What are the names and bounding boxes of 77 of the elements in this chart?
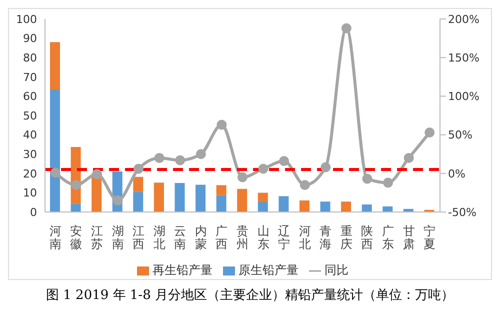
y-tick-label: 30 (23, 148, 37, 162)
bar (216, 185, 226, 196)
y-tick-label: 60 (23, 90, 37, 104)
y2-tick-label: 200% (448, 12, 480, 26)
point (258, 164, 268, 174)
point (50, 168, 60, 178)
point (320, 162, 331, 172)
y2-tick-label: -50% (448, 206, 476, 219)
x-tick-label: 广东 (382, 224, 394, 251)
x-tick-label: 江西 (132, 224, 145, 251)
x-tick-label: 内蒙 (194, 224, 207, 251)
bar (216, 195, 226, 212)
bar (258, 202, 268, 212)
x-tick-label: 河北 (298, 224, 311, 251)
text: 图 1 2019 年 1-8 月分地区（主要企业）精铅产量统计（单位：万吨） (45, 287, 455, 304)
legend-label: 再生铅产量 (152, 263, 212, 277)
y2-tick-label: 50% (448, 128, 472, 142)
point (279, 156, 290, 166)
bar (70, 204, 81, 212)
bar (133, 176, 144, 192)
bar (320, 202, 330, 212)
x-tick-label: 云南 (174, 224, 186, 251)
point (175, 155, 186, 166)
x-tick-label: 广西 (216, 224, 228, 251)
point (341, 23, 352, 34)
point (300, 180, 310, 190)
bar (50, 89, 60, 212)
y-tick-label: 20 (23, 167, 37, 180)
point (134, 164, 144, 174)
point (383, 178, 394, 188)
y-tick-label: 100 (16, 12, 37, 26)
x-tick-label: 重庆 (340, 224, 352, 251)
y-tick-label: 50 (23, 109, 37, 122)
x-tick-label: 安徽 (70, 224, 82, 251)
x-tick-label: 青海 (320, 224, 332, 251)
bar (50, 42, 60, 90)
point (92, 169, 102, 180)
point (362, 174, 372, 184)
point (424, 127, 435, 138)
y-tick-label: 70 (23, 70, 37, 84)
bar (258, 192, 268, 202)
bar (299, 200, 310, 212)
point (154, 152, 164, 163)
bar (174, 183, 185, 212)
y-tick-label: 80 (23, 52, 37, 65)
x-tick-label: 辽宁 (278, 224, 290, 251)
y2-tick-label: 0% (448, 167, 466, 180)
x-tick-label: 山东 (257, 224, 270, 251)
point (196, 149, 206, 160)
bar (154, 182, 164, 212)
x-tick-label: 陕西 (361, 224, 374, 251)
y-tick-label: 10 (23, 186, 37, 200)
x-tick-label: 河南 (49, 224, 62, 251)
y-tick-label: 40 (23, 128, 37, 142)
bar (341, 202, 352, 212)
x-tick-label: 湖南 (112, 224, 124, 251)
point (404, 152, 414, 163)
y-tick-label: 0 (30, 206, 37, 219)
x-tick-label: 贵州 (236, 224, 248, 251)
y2-tick-label: 100% (448, 90, 480, 104)
point (112, 195, 123, 206)
point (216, 120, 227, 130)
bar (196, 184, 206, 212)
bar (362, 204, 372, 212)
bar (278, 196, 289, 212)
y2-tick-label: 150% (448, 52, 480, 65)
x-tick-label: 江苏 (90, 224, 103, 251)
point (71, 180, 82, 190)
bar (133, 192, 144, 212)
point (238, 172, 248, 182)
bar (237, 188, 248, 212)
y-tick-label: 90 (23, 32, 37, 46)
legend-label: 同比 (324, 263, 348, 277)
legend-label: 原生铅产量 (238, 263, 298, 277)
x-tick-label: 湖北 (153, 224, 166, 251)
x-tick-label: 宁夏 (424, 224, 436, 251)
x-tick-label: 甘肃 (402, 224, 415, 251)
